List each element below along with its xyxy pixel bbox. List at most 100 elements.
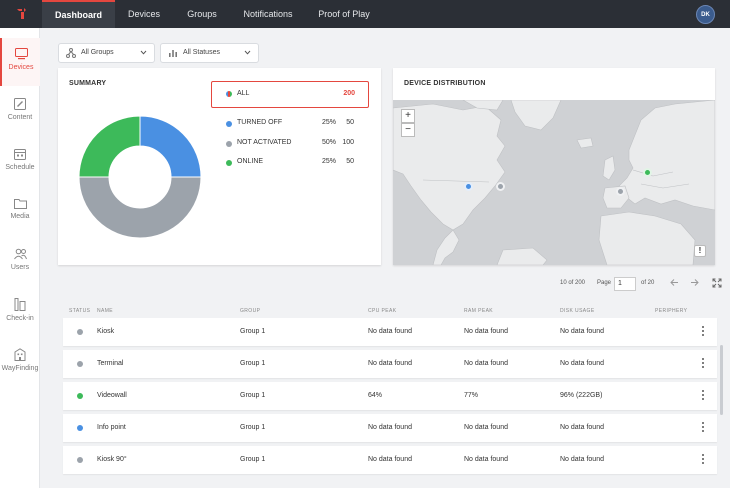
status-dot — [77, 457, 83, 463]
row-menu-icon[interactable] — [699, 357, 707, 371]
column-header-ram-peak[interactable]: RAM PEAK — [464, 308, 494, 314]
status-dot — [77, 361, 83, 367]
status-dot — [77, 329, 83, 335]
tab-dashboard[interactable]: Dashboard — [42, 0, 115, 28]
app-logo[interactable] — [0, 0, 42, 28]
pagination-range: 10 of 200 — [560, 280, 586, 286]
tab-groups[interactable]: Groups — [187, 9, 217, 19]
sidebar-item-users[interactable]: Users — [0, 238, 40, 286]
row-menu-icon[interactable] — [699, 389, 707, 403]
cpu-peak: No data found — [368, 424, 412, 431]
summary-row-label: TURNED OFF — [237, 119, 283, 126]
device-group: Group 1 — [240, 456, 266, 463]
device-group: Group 1 — [240, 392, 266, 399]
distribution-title: DEVICE DISTRIBUTION — [404, 80, 486, 87]
groups-icon — [66, 48, 76, 58]
all-status-dot — [226, 91, 232, 97]
disk-usage: No data found — [560, 424, 604, 431]
donut-slice-turned-off[interactable] — [139, 116, 201, 178]
column-header-disk-usage[interactable]: DISK USAGE — [560, 308, 595, 314]
summary-row-label: ONLINE — [237, 158, 264, 165]
table-row[interactable]: Videowall Group 1 64% 77% 96% (222GB) — [63, 382, 717, 410]
checkin-icon — [14, 298, 26, 311]
folder-icon — [13, 199, 27, 209]
top-navigation-bar: Dashboard Devices Groups Notifications P… — [0, 0, 730, 28]
map-pin-not-activated[interactable] — [616, 187, 625, 196]
map-zoom-in-button[interactable]: + — [401, 109, 415, 123]
building-icon — [14, 348, 26, 361]
table-row[interactable]: Terminal Group 1 No data found No data f… — [63, 350, 717, 378]
device-name[interactable]: Terminal — [97, 360, 124, 367]
row-menu-icon[interactable] — [699, 453, 707, 467]
status-dot — [77, 393, 83, 399]
sidebar-item-content[interactable]: Content — [0, 88, 40, 136]
disk-usage: 96% (222GB) — [560, 392, 603, 399]
world-map[interactable]: + − ! — [393, 100, 715, 265]
tab-notifications[interactable]: Notifications — [243, 9, 293, 19]
statuses-filter-dropdown[interactable]: All Statuses — [160, 43, 259, 63]
ram-peak: No data found — [464, 360, 508, 367]
cpu-peak: No data found — [368, 456, 412, 463]
map-pin-online[interactable] — [643, 168, 652, 177]
sidebar-item-label: Check-in — [6, 315, 34, 322]
map-zoom-out-button[interactable]: − — [401, 123, 415, 137]
content-icon — [14, 98, 26, 110]
ram-peak: No data found — [464, 424, 508, 431]
column-header-group[interactable]: GROUP — [240, 308, 261, 314]
column-header-cpu-peak[interactable]: CPU PEAK — [368, 308, 397, 314]
status-dot — [77, 425, 83, 431]
fullscreen-button[interactable] — [712, 278, 722, 291]
logo-icon — [17, 8, 26, 19]
disk-usage: No data found — [560, 360, 604, 367]
table-row[interactable]: Kiosk 90° Group 1 No data found No data … — [63, 446, 717, 474]
sidebar-item-media[interactable]: Media — [0, 188, 40, 236]
expand-icon — [712, 278, 722, 288]
device-name[interactable]: Videowall — [97, 392, 127, 399]
chevron-down-icon — [140, 50, 147, 55]
map-warning-icon[interactable]: ! — [694, 245, 706, 257]
sidebar-item-label: Media — [10, 213, 30, 220]
ram-peak: No data found — [464, 328, 508, 335]
pagination-total: of 20 — [641, 280, 655, 286]
row-menu-icon[interactable] — [699, 421, 707, 435]
world-map-background — [393, 100, 715, 265]
chevron-down-icon — [244, 50, 251, 55]
groups-filter-dropdown[interactable]: All Groups — [58, 43, 155, 63]
map-pin-not-activated[interactable] — [496, 182, 505, 191]
column-header-periphery[interactable]: PERIPHERY — [655, 308, 688, 314]
row-menu-icon[interactable] — [699, 325, 707, 339]
map-pin-turned-off[interactable] — [464, 182, 473, 191]
donut-slice-not-activated[interactable] — [79, 176, 201, 238]
user-avatar[interactable]: DK — [696, 5, 715, 24]
disk-usage: No data found — [560, 328, 604, 335]
summary-row-count: 100 — [342, 139, 354, 146]
next-page-button[interactable] — [690, 278, 699, 290]
column-header-name[interactable]: NAME — [97, 308, 114, 314]
sidebar-item-check-in[interactable]: Check-in — [0, 288, 40, 336]
sidebar-item-devices[interactable]: Devices — [0, 38, 40, 86]
device-group: Group 1 — [240, 328, 266, 335]
sidebar-item-wayfinding[interactable]: WayFinding — [0, 338, 40, 386]
groups-filter-value: All Groups — [81, 49, 114, 56]
device-name[interactable]: Kiosk 90° — [97, 456, 127, 463]
summary-row-count: 50 — [346, 158, 354, 165]
tab-devices[interactable]: Devices — [127, 9, 160, 19]
sidebar-item-label: WayFinding — [1, 365, 39, 372]
tab-proof-of-play[interactable]: Proof of Play — [318, 9, 370, 19]
table-row[interactable]: Info point Group 1 No data found No data… — [63, 414, 717, 442]
device-name[interactable]: Info point — [97, 424, 126, 431]
page-number-input[interactable]: 1 — [614, 277, 636, 291]
column-header-status[interactable]: STATUS — [69, 308, 91, 314]
device-name[interactable]: Kiosk — [97, 328, 115, 335]
table-scrollbar[interactable] — [720, 345, 723, 415]
online-dot — [226, 160, 232, 166]
pagination-page-label: Page — [597, 280, 612, 286]
users-icon — [13, 248, 27, 260]
table-row[interactable]: Kiosk Group 1 No data found No data foun… — [63, 318, 717, 346]
sidebar: Devices Content Schedule Media Users — [0, 28, 40, 488]
donut-slice-online[interactable] — [79, 116, 141, 178]
previous-page-button[interactable] — [670, 278, 679, 290]
sidebar-item-label: Users — [10, 264, 30, 271]
sidebar-item-schedule[interactable]: Schedule — [0, 138, 40, 186]
summary-all-row[interactable]: ALL 200 — [211, 81, 369, 108]
